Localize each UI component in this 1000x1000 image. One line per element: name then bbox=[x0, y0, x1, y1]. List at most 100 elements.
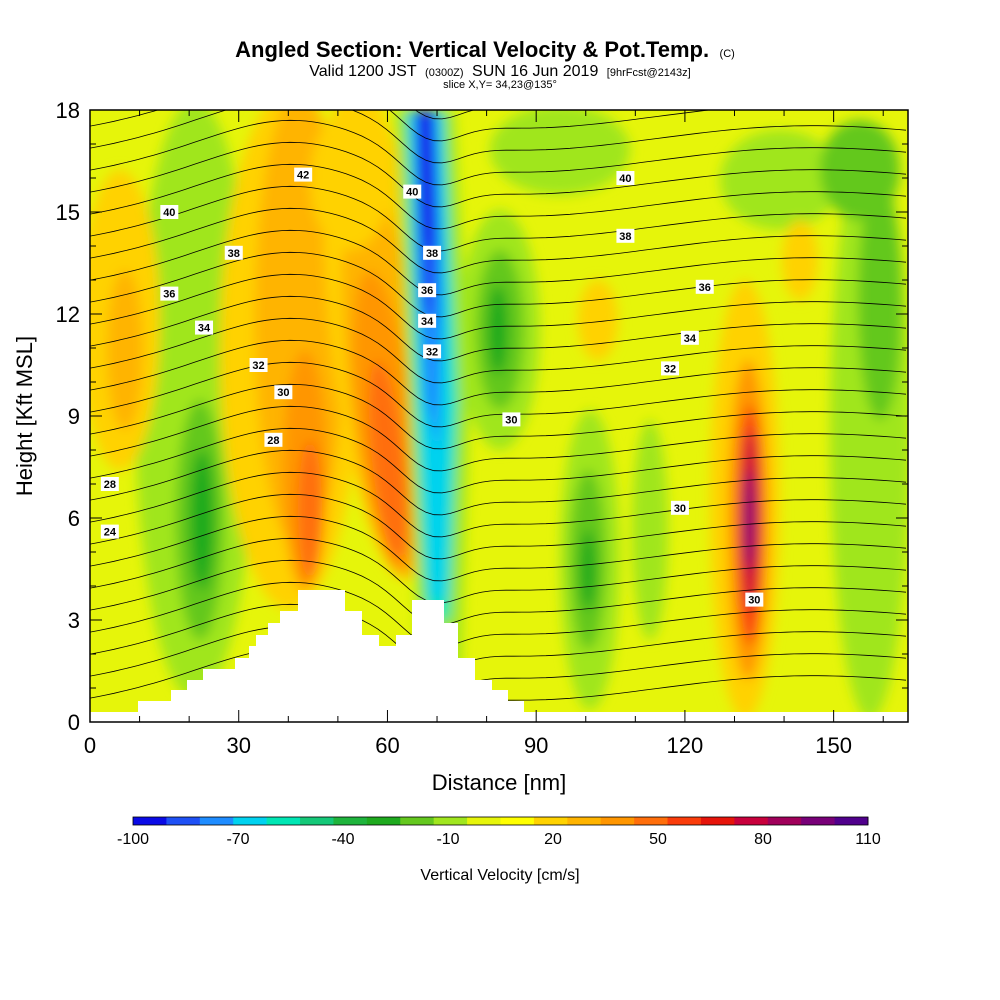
colorbar-swatch bbox=[600, 817, 635, 825]
contour-label-bg bbox=[403, 184, 422, 199]
y-tick-label: 6 bbox=[68, 506, 80, 531]
copyright-mark: (C) bbox=[720, 48, 735, 60]
colorbar-swatch bbox=[533, 817, 568, 825]
contour-label: 30 bbox=[505, 414, 517, 426]
x-axis: 0 30 60 90 120 150 bbox=[84, 110, 884, 758]
theta-contour-line bbox=[90, 251, 907, 318]
colorbar-tick-label: -100 bbox=[117, 831, 149, 848]
colorbar-swatch bbox=[133, 817, 167, 825]
colorbar-tick-label: -70 bbox=[226, 831, 249, 848]
y-tick-label: 18 bbox=[56, 98, 80, 123]
contour-label-bg bbox=[423, 245, 442, 260]
theta-contour-line bbox=[90, 119, 907, 186]
contour-label-bg bbox=[274, 385, 293, 400]
theta-contour-line bbox=[90, 339, 907, 406]
colorbar-swatch bbox=[366, 817, 401, 825]
plot-area: 42 40 40 40 38 38 38 36 36 36 34 34 34 32 32 32 30 30 30 30… bbox=[90, 110, 908, 722]
contour-label-bg bbox=[418, 313, 437, 328]
contour-label-bg bbox=[695, 279, 714, 294]
theta-contour-line bbox=[90, 493, 907, 560]
velocity-region bbox=[632, 420, 668, 640]
colorbar-swatch bbox=[300, 817, 334, 825]
valid-date: SUN 16 Jun 2019 bbox=[472, 63, 598, 80]
contour-label: 28 bbox=[267, 435, 279, 447]
contour-label: 34 bbox=[684, 333, 697, 345]
contour-label-bg bbox=[195, 320, 214, 335]
colorbar-tick-label: 20 bbox=[544, 831, 562, 848]
contour-label-bg bbox=[423, 344, 442, 359]
theta-contour-line bbox=[90, 185, 907, 252]
colorbar-tick-label: 80 bbox=[754, 831, 772, 848]
colorbar-swatch bbox=[834, 817, 869, 825]
colorbar-title: Vertical Velocity [cm/s] bbox=[420, 867, 579, 884]
theta-contour-line bbox=[90, 317, 907, 384]
theta-contour-line bbox=[90, 405, 907, 472]
theta-contour-line bbox=[90, 141, 907, 208]
theta-contour-line bbox=[90, 163, 907, 230]
velocity-region bbox=[578, 280, 618, 360]
contour-label: 34 bbox=[421, 316, 434, 328]
contour-label-bg bbox=[418, 283, 437, 298]
contour-label: 42 bbox=[297, 170, 309, 182]
velocity-region bbox=[368, 360, 408, 560]
forecast-info: [9hrFcst@2143z] bbox=[607, 67, 691, 79]
velocity-region bbox=[490, 110, 630, 195]
velocity-region bbox=[744, 470, 754, 570]
contour-label: 34 bbox=[198, 323, 211, 335]
theta-contour-line bbox=[90, 273, 907, 340]
colorbar-swatch bbox=[634, 817, 669, 825]
x-tick-label: 0 bbox=[84, 733, 96, 758]
x-axis-title: Distance [nm] bbox=[432, 770, 567, 795]
x-tick-label: 60 bbox=[375, 733, 399, 758]
contour-label: 32 bbox=[252, 360, 264, 372]
velocity-region bbox=[820, 120, 900, 220]
velocity-region bbox=[782, 220, 818, 300]
theta-contour-line bbox=[90, 110, 907, 164]
theta-contour-line bbox=[90, 383, 907, 450]
contour-label: 24 bbox=[104, 527, 117, 539]
velocity-region bbox=[190, 450, 214, 590]
theta-contour-line bbox=[90, 515, 907, 582]
contour-label-bg bbox=[224, 245, 243, 260]
colorbar-swatch bbox=[266, 817, 301, 825]
contour-label: 32 bbox=[426, 346, 438, 358]
colorbar-swatch bbox=[801, 817, 836, 825]
theta-contour-line bbox=[90, 295, 907, 362]
contour-label-bg bbox=[100, 477, 119, 491]
colorbar-swatch bbox=[199, 817, 234, 825]
colorbar-swatch bbox=[767, 817, 802, 825]
colorbar-swatch bbox=[233, 817, 268, 825]
contour-label: 40 bbox=[619, 173, 631, 185]
velocity-region bbox=[298, 440, 322, 580]
contour-label-bg bbox=[100, 524, 119, 539]
y-tick-label: 12 bbox=[56, 302, 80, 327]
y-axis-title: Height [Kft MSL] bbox=[12, 336, 37, 496]
colorbar-tick-label: 50 bbox=[649, 831, 667, 848]
contour-label: 30 bbox=[674, 503, 686, 515]
theta-contour-line bbox=[90, 110, 714, 142]
contour-label-bg bbox=[294, 167, 313, 182]
velocity-region bbox=[580, 530, 596, 610]
contour-label-bg bbox=[670, 500, 689, 515]
velocity-region bbox=[720, 130, 840, 230]
y-tick-label: 15 bbox=[56, 200, 80, 225]
colorbar-tick-label: 110 bbox=[855, 831, 881, 848]
contour-label: 28 bbox=[104, 479, 116, 491]
contour-label-bg bbox=[502, 412, 521, 427]
contour-label: 38 bbox=[619, 231, 631, 243]
theta-contour-line bbox=[90, 559, 907, 626]
contour-label: 30 bbox=[748, 595, 760, 607]
x-tick-label: 120 bbox=[667, 733, 704, 758]
theta-contour-labels: 42 40 40 40 38 38 38 36 36 36 34 34 34 32 32 32 30 30 30 30… bbox=[100, 167, 764, 607]
contour-label: 38 bbox=[228, 248, 240, 260]
valid-zulu: (0300Z) bbox=[425, 67, 464, 79]
theta-contour-line bbox=[90, 581, 907, 648]
svg-text:Valid 1200 JST (0300Z): Valid 1200 JST (0300Z) SUN 16 Jun 2019 [… bbox=[309, 63, 690, 80]
colorbar-swatch bbox=[667, 817, 702, 825]
theta-contour-line bbox=[90, 537, 907, 604]
contour-label-bg bbox=[661, 361, 680, 376]
contour-label: 30 bbox=[277, 387, 289, 399]
colorbar-frame bbox=[132, 816, 869, 826]
